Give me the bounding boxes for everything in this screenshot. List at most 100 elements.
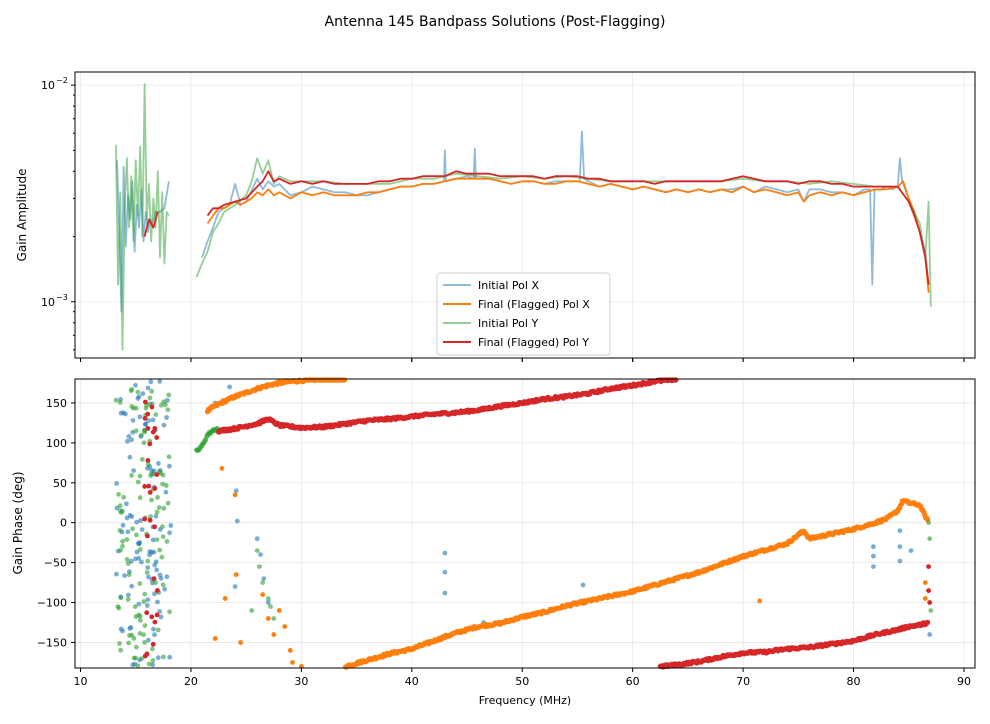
phase-point-initial-pol-x: [165, 397, 170, 403]
phase-point-final-flagged-pol-x: [219, 466, 225, 471]
phase-point-initial-pol-x: [148, 379, 154, 385]
phase-point-initial-pol-y: [133, 655, 138, 661]
phase-point-initial-pol-x: [127, 454, 133, 460]
phase-point-initial-pol-y: [165, 407, 171, 413]
phase-point-initial-pol-y: [127, 633, 132, 638]
phase-point-initial-pol-x: [138, 518, 144, 523]
phase-point-final-flagged-pol-y: [151, 576, 157, 582]
phase-point-initial-pol-x: [125, 438, 130, 444]
phase-point-initial-pol-x: [152, 562, 158, 568]
amplitude-line-initial-pol-y: [115, 83, 932, 351]
phase-point-final-flagged-pol-y: [145, 458, 151, 463]
phase-point-initial-pol-y: [142, 429, 148, 435]
phase-point-initial-pol-y: [117, 641, 122, 646]
phase-point-final-flagged-pol-y: [145, 411, 151, 417]
phase-point-final-flagged-pol-y: [673, 377, 679, 383]
phase-point-initial-pol-y: [144, 570, 150, 575]
phase-point-initial-pol-y: [153, 580, 159, 585]
phase-point-initial-pol-x: [163, 489, 169, 495]
legend-label-initial-pol-x: Initial Pol X: [478, 279, 539, 292]
legend-label-final-pol-x: Final (Flagged) Pol X: [478, 298, 590, 311]
phase-point-initial-pol-y: [148, 473, 154, 478]
phase-point-initial-pol-x: [168, 523, 174, 528]
phase-point-final-flagged-pol-x: [233, 572, 239, 577]
phase-point-initial-pol-x: [258, 552, 263, 557]
amplitude-y-tick-exponent: −3: [56, 293, 68, 302]
phase-point-initial-pol-x: [134, 549, 140, 555]
phase-point-initial-pol-y: [131, 405, 136, 411]
phase-point-initial-pol-x: [897, 544, 903, 550]
phase-point-initial-pol-y: [137, 581, 143, 586]
phase-x-tick-label: 40: [405, 675, 419, 688]
phase-ylabel: Gain Phase (deg): [11, 471, 25, 574]
phase-x-tick-label: 20: [184, 675, 198, 688]
phase-point-initial-pol-x: [130, 418, 136, 423]
phase-point-final-flagged-pol-x: [265, 616, 271, 621]
phase-point-initial-pol-y: [137, 631, 143, 636]
phase-x-tick-label: 60: [626, 675, 640, 688]
phase-point-initial-pol-x: [232, 584, 238, 589]
phase-y-tick-label: 100: [46, 437, 67, 450]
phase-point-initial-pol-y: [160, 534, 166, 540]
figure-title: Antenna 145 Bandpass Solutions (Post-Fla…: [325, 14, 666, 30]
phase-y-tick-label: 0: [60, 517, 67, 530]
amplitude-y-tick-exponent: −2: [56, 76, 68, 85]
phase-point-initial-pol-x: [157, 379, 163, 384]
phase-point-initial-pol-x: [125, 592, 131, 598]
amplitude-ylabel: Gain Amplitude: [15, 169, 29, 262]
phase-point-initial-pol-y: [155, 495, 160, 500]
phase-point-final-flagged-pol-x: [212, 636, 218, 641]
phase-point-initial-pol-x: [227, 384, 233, 390]
phase-point-initial-pol-x: [442, 590, 448, 596]
amplitude-line-final-flagged-pol-x: [206, 177, 930, 293]
phase-point-final-flagged-pol-y: [152, 486, 158, 491]
phase-point-initial-pol-x: [158, 614, 164, 620]
phase-point-initial-pol-x: [125, 529, 131, 535]
phase-point-initial-pol-y: [159, 554, 165, 560]
phase-point-initial-pol-x: [154, 567, 160, 573]
phase-point-initial-pol-x: [157, 609, 163, 614]
phase-point-initial-pol-x: [167, 530, 173, 536]
phase-point-final-flagged-pol-x: [922, 596, 928, 601]
phase-point-final-flagged-pol-y: [926, 564, 931, 569]
phase-point-initial-pol-x: [120, 628, 125, 634]
phase-point-initial-pol-x: [164, 415, 170, 420]
phase-point-initial-pol-y: [133, 614, 139, 619]
phase-point-initial-pol-y: [117, 400, 123, 405]
phase-point-initial-pol-y: [125, 561, 131, 566]
phase-point-initial-pol-x: [871, 564, 876, 569]
phase-point-final-flagged-pol-y: [926, 588, 931, 593]
phase-point-initial-pol-y: [160, 582, 166, 588]
phase-point-initial-pol-y: [143, 405, 149, 411]
phase-point-initial-pol-x: [145, 565, 151, 570]
phase-point-final-flagged-pol-y: [149, 404, 155, 410]
phase-point-final-flagged-pol-y: [142, 415, 148, 421]
phase-y-tick-label: −150: [37, 636, 67, 649]
amplitude-panel: 10−310−2 Gain Amplitude Initial Pol X Fi…: [15, 71, 976, 362]
phase-point-initial-pol-y: [260, 580, 266, 585]
phase-point-initial-pol-x: [145, 597, 151, 602]
phase-point-initial-pol-x: [146, 637, 151, 643]
phase-point-initial-pol-x: [156, 461, 161, 466]
phase-point-initial-pol-y: [142, 640, 148, 645]
phase-point-initial-pol-x: [128, 625, 134, 630]
phase-point-initial-pol-y: [148, 514, 153, 519]
phase-point-initial-pol-y: [150, 658, 156, 663]
legend-label-initial-pol-y: Initial Pol Y: [478, 317, 538, 330]
phase-point-initial-pol-x: [908, 548, 914, 553]
phase-point-initial-pol-y: [137, 613, 143, 619]
phase-y-tick-label: −100: [37, 597, 67, 610]
phase-point-final-flagged-pol-x: [276, 608, 282, 613]
phase-point-initial-pol-y: [117, 528, 123, 533]
phase-point-final-flagged-pol-y: [145, 533, 150, 539]
phase-point-initial-pol-y: [137, 617, 143, 623]
phase-point-initial-pol-y: [158, 470, 164, 476]
phase-point-initial-pol-y: [134, 644, 139, 650]
phase-ticks: 10 20 30 40 50 60 70 80 90 −150 −100 −50 0 50 100 150: [37, 358, 971, 688]
phase-point-initial-pol-y: [118, 595, 124, 601]
phase-point-final-flagged-pol-x: [290, 660, 295, 665]
phase-point-initial-pol-y: [155, 627, 161, 633]
phase-point-final-flagged-pol-y: [147, 490, 153, 495]
phase-point-initial-pol-y: [132, 604, 138, 609]
